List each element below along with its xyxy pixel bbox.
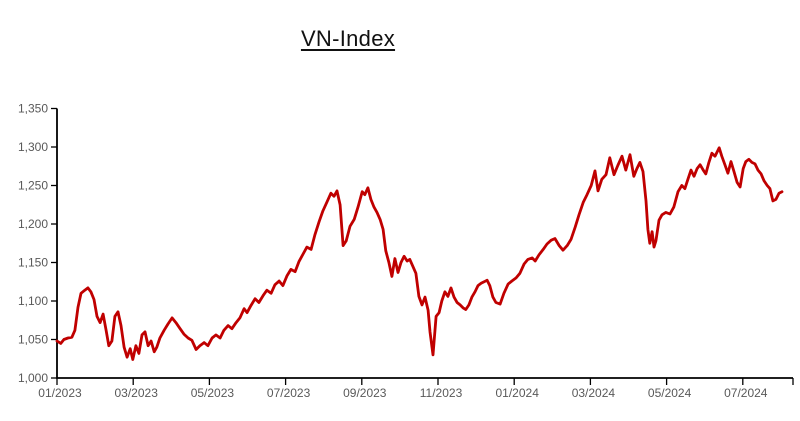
x-tick-label: 03/2024 (572, 386, 616, 400)
y-tick-label: 1,200 (18, 217, 48, 231)
y-tick-label: 1,300 (18, 140, 48, 154)
y-tick-label: 1,050 (18, 333, 48, 347)
axis-lines (56, 108, 793, 379)
x-tick-label: 01/2024 (496, 386, 540, 400)
x-tick-label: 05/2024 (648, 386, 692, 400)
y-tick-label: 1,100 (18, 294, 48, 308)
x-tick-label: 11/2023 (420, 386, 463, 400)
x-tick-label: 07/2024 (724, 386, 768, 400)
vn-index-series-line (55, 146, 784, 361)
x-tick-label: 07/2023 (267, 386, 311, 400)
chart-title: VN-Index (300, 26, 396, 51)
y-tick-label: 1,000 (18, 371, 48, 385)
x-tick-label: 05/2023 (191, 386, 235, 400)
x-tick-label: 03/2023 (115, 386, 159, 400)
y-tick-label: 1,350 (18, 102, 48, 116)
y-tick-label: 1,250 (18, 179, 48, 193)
x-tick-label: 01/2023 (38, 386, 82, 400)
x-tick-label: 09/2023 (343, 386, 387, 400)
y-tick-label: 1,150 (18, 256, 48, 270)
